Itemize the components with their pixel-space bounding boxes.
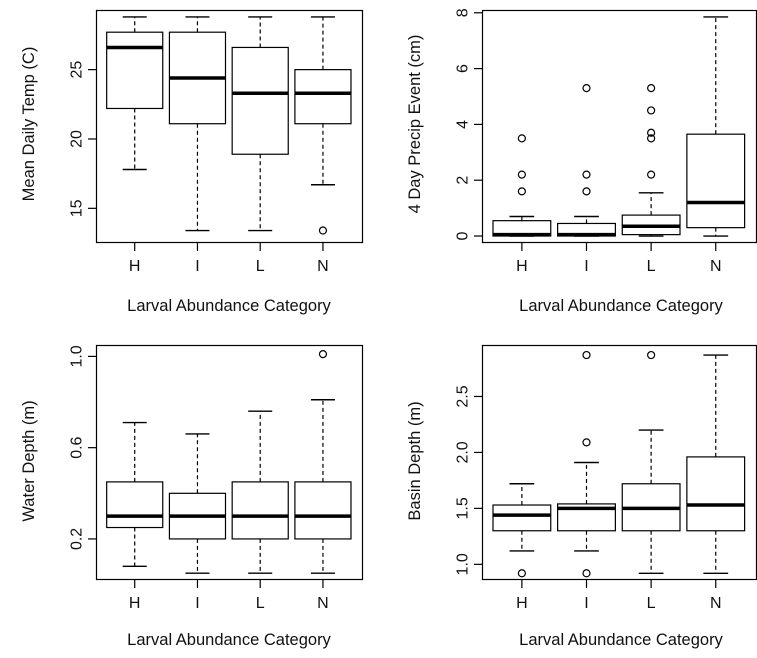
panel-water-depth: Larval Abundance Category Water Depth (m… (20, 344, 364, 649)
y-tick-label: 15 (69, 199, 86, 217)
x-tick-label: L (647, 258, 656, 275)
outlier-point (517, 569, 526, 578)
x-tick-label: I (584, 258, 588, 275)
y-tick-label: 0.2 (69, 528, 86, 550)
outlier-point (647, 170, 656, 179)
outlier-point (582, 569, 591, 578)
panel-precip-event: Larval Abundance Category 4 Day Precip E… (406, 8, 757, 315)
plot-frame (95, 9, 364, 244)
y-axis-title: Water Depth (m) (20, 400, 38, 521)
iqr-box (231, 481, 289, 540)
x-axis-title: Larval Abundance Category (519, 297, 723, 315)
y-axis-title: Basin Depth (m) (406, 401, 424, 520)
y-tick-label: 8 (455, 8, 472, 17)
box-h (106, 421, 164, 568)
y-axis-title: 4 Day Precip Event (cm) (406, 35, 424, 214)
outlier-point (582, 438, 591, 447)
outlier-point (647, 134, 656, 143)
box-n (686, 16, 746, 237)
iqr-box (294, 481, 352, 540)
outlier-point (582, 350, 591, 360)
y-tick-label: 2 (455, 176, 472, 185)
panel-mean-daily-temp: Larval Abundance Category Mean Daily Tem… (20, 9, 364, 315)
iqr-box (686, 456, 746, 532)
x-axis-title: Larval Abundance Category (519, 631, 723, 649)
box-i (168, 433, 227, 574)
y-tick-label: 25 (69, 61, 86, 79)
plot-frame (95, 344, 364, 581)
x-tick-label: I (195, 258, 199, 275)
panel-basin-depth: Larval Abundance Category Basin Depth (m… (406, 344, 757, 649)
x-tick-label: L (256, 258, 265, 275)
y-tick-label: 0 (455, 231, 472, 240)
y-tick-label: 6 (455, 64, 472, 73)
y-tick-label: 1.0 (455, 553, 472, 575)
iqr-box (106, 481, 164, 529)
box-i (557, 84, 616, 237)
box-l (231, 410, 289, 574)
y-tick-label: 0.6 (69, 436, 86, 458)
outlier-point (647, 128, 656, 137)
x-axis-title: Larval Abundance Category (127, 297, 331, 315)
iqr-box (492, 504, 552, 532)
y-tick-label: 1.0 (69, 345, 86, 367)
outlier-point (647, 350, 656, 360)
x-tick-label: H (129, 258, 141, 275)
box-n (294, 350, 352, 574)
iqr-box (686, 133, 746, 229)
iqr-box (106, 31, 164, 110)
outlier-point (318, 350, 328, 359)
box-n (294, 16, 352, 235)
outlier-point (318, 226, 328, 235)
box-i (168, 16, 227, 232)
y-axis-title: Mean Daily Temp (C) (20, 47, 38, 202)
outlier-point (647, 84, 656, 93)
box-i (557, 350, 616, 578)
y-tick-label: 2.0 (455, 441, 472, 463)
x-tick-label: N (710, 258, 722, 275)
outlier-point (582, 187, 591, 196)
x-tick-label: N (317, 258, 329, 275)
outlier-point (647, 106, 656, 115)
outlier-point (582, 170, 591, 179)
y-tick-label: 2.5 (455, 385, 472, 407)
box-l (231, 16, 289, 232)
x-tick-label: I (195, 595, 199, 612)
iqr-box (231, 46, 289, 155)
outlier-point (517, 187, 526, 196)
iqr-box (294, 69, 352, 125)
x-tick-label: H (129, 595, 141, 612)
x-tick-label: N (317, 595, 329, 612)
y-tick-label: 4 (455, 120, 472, 129)
outlier-point (517, 134, 526, 143)
x-tick-label: L (256, 595, 265, 612)
box-l (621, 350, 681, 574)
box-h (492, 483, 552, 578)
x-tick-label: N (710, 595, 722, 612)
x-axis-title: Larval Abundance Category (127, 631, 331, 649)
x-tick-label: L (647, 595, 656, 612)
outlier-point (517, 170, 526, 179)
x-tick-label: H (516, 595, 528, 612)
box-n (686, 354, 746, 574)
x-tick-label: H (516, 258, 528, 275)
box-l (621, 84, 681, 237)
y-tick-label: 1.5 (455, 497, 472, 519)
box-h (106, 16, 164, 171)
outlier-point (582, 84, 591, 93)
y-tick-label: 20 (69, 130, 86, 148)
box-h (492, 134, 552, 237)
x-tick-label: I (584, 595, 588, 612)
